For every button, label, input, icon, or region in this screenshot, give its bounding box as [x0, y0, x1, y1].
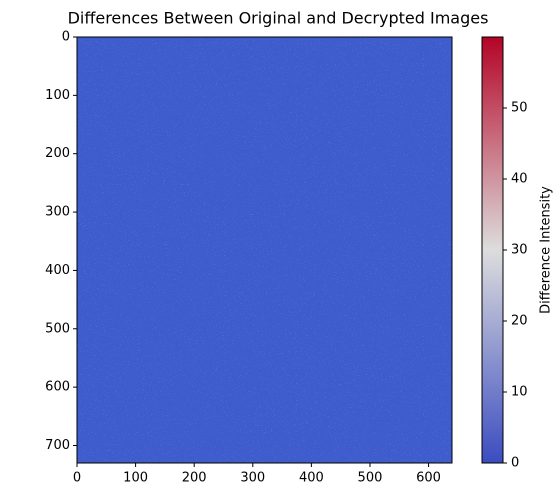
colorbar-tick-label: 30 [511, 243, 528, 258]
y-tick-label: 300 [45, 205, 70, 220]
image-texture [77, 37, 452, 463]
x-tick-label: 500 [358, 471, 383, 486]
y-tick-label: 0 [62, 30, 70, 45]
x-tick-label: 200 [182, 471, 207, 486]
chart-title: Differences Between Original and Decrypt… [68, 9, 489, 28]
colorbar-tick-label: 50 [511, 101, 528, 116]
colorbar-tick-label: 0 [511, 456, 519, 471]
y-tick-label: 600 [45, 380, 70, 395]
y-tick-label: 700 [45, 438, 70, 453]
y-tick-label: 200 [45, 146, 70, 161]
y-tick-label: 400 [45, 263, 70, 278]
colorbar-tick-label: 10 [511, 385, 528, 400]
colorbar-tick-label: 20 [511, 314, 528, 329]
y-tick-label: 100 [45, 88, 70, 103]
y-tick-label: 500 [45, 321, 70, 336]
x-tick-label: 300 [240, 471, 265, 486]
x-tick-label: 400 [299, 471, 324, 486]
colorbar-tick-label: 40 [511, 172, 528, 187]
x-tick-label: 0 [73, 471, 81, 486]
x-tick-label: 100 [123, 471, 148, 486]
colorbar-label: Difference Intensity [539, 186, 554, 314]
chart: Differences Between Original and Decrypt… [0, 0, 557, 492]
x-tick-label: 600 [416, 471, 441, 486]
colorbar [482, 37, 503, 463]
